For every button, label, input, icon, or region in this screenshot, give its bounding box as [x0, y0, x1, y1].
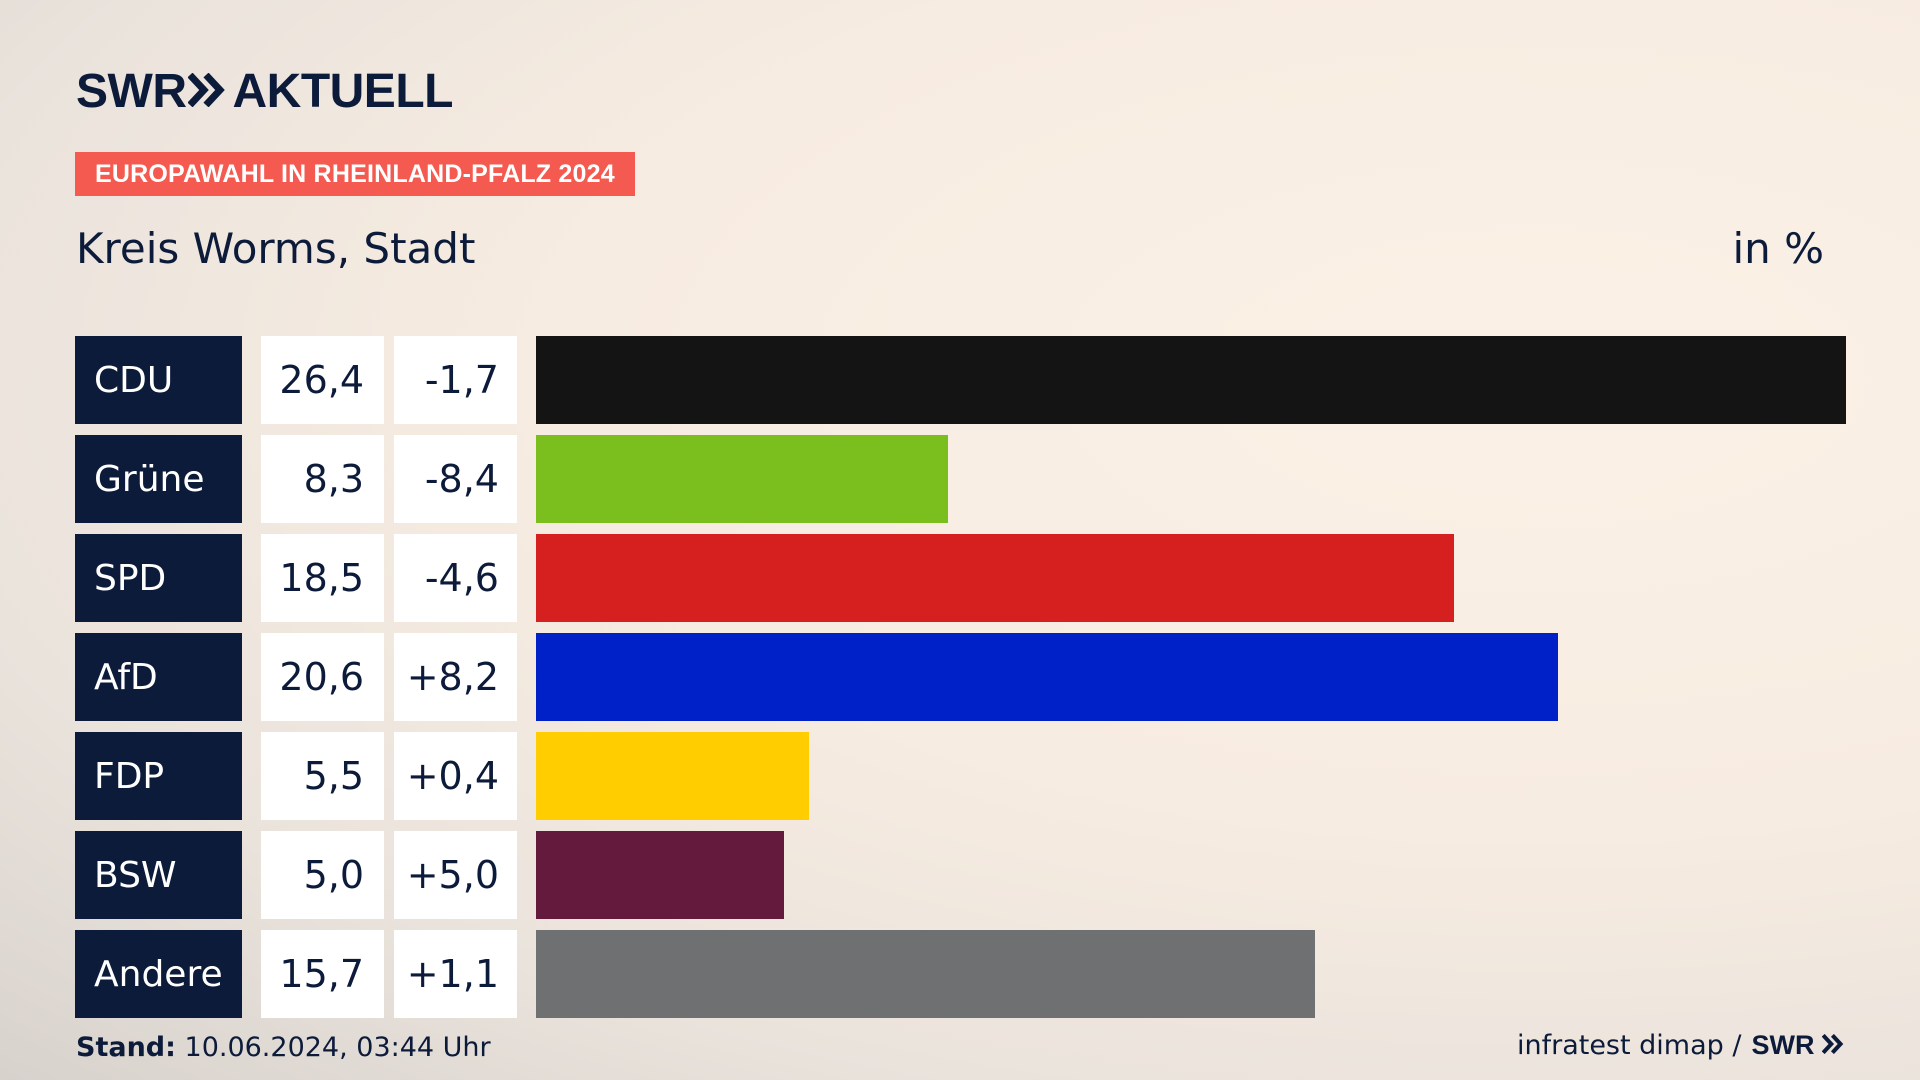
- result-bar: [536, 435, 948, 523]
- vote-share-label: 15,7: [261, 930, 384, 1018]
- party-label: SPD: [75, 534, 242, 622]
- party-label: Grüne: [75, 435, 242, 523]
- bar-track: [536, 930, 1846, 1018]
- double-chevron-icon: [187, 64, 226, 119]
- footer-logo-text: SWR: [1751, 1030, 1815, 1060]
- result-row: Andere 15,7 +1,1: [75, 930, 1847, 1018]
- bar-track: [536, 831, 1846, 919]
- vote-share-label: 8,3: [261, 435, 384, 523]
- stand-label: Stand:: [76, 1032, 176, 1063]
- change-label: -1,7: [394, 336, 517, 424]
- result-row: BSW 5,0 +5,0: [75, 831, 1847, 919]
- vote-share-label: 26,4: [261, 336, 384, 424]
- change-label: +0,4: [394, 732, 517, 820]
- source-credit: infratest dimap / SWR: [1517, 1030, 1844, 1061]
- bar-track: [536, 534, 1846, 622]
- result-row: CDU 26,4 -1,7: [75, 336, 1847, 424]
- party-label: AfD: [75, 633, 242, 721]
- region-title: Kreis Worms, Stadt: [76, 224, 476, 273]
- source-text: infratest dimap /: [1516, 1030, 1742, 1061]
- timestamp: Stand: 10.06.2024, 03:44 Uhr: [76, 1032, 491, 1063]
- party-label: Andere: [75, 930, 242, 1018]
- result-bar: [536, 732, 809, 820]
- footer-chevron-icon: [1821, 1033, 1844, 1055]
- vote-share-label: 18,5: [261, 534, 384, 622]
- party-label: CDU: [75, 336, 242, 424]
- result-bar: [536, 831, 784, 919]
- result-row: FDP 5,5 +0,4: [75, 732, 1847, 820]
- bar-track: [536, 633, 1846, 721]
- logo-swr-text: SWR: [76, 64, 187, 118]
- result-bar: [536, 633, 1558, 721]
- party-label: BSW: [75, 831, 242, 919]
- bar-track: [536, 336, 1846, 424]
- swr-aktuell-logo: SWR AKTUELL: [76, 64, 453, 119]
- party-label: FDP: [75, 732, 242, 820]
- change-label: -4,6: [394, 534, 517, 622]
- change-label: +1,1: [394, 930, 517, 1018]
- result-bar: [536, 930, 1315, 1018]
- bar-track: [536, 435, 1846, 523]
- footer-swr-logo: SWR: [1751, 1030, 1844, 1061]
- vote-share-label: 20,6: [261, 633, 384, 721]
- result-row: Grüne 8,3 -8,4: [75, 435, 1847, 523]
- result-bar: [536, 336, 1846, 424]
- vote-share-label: 5,0: [261, 831, 384, 919]
- change-label: +8,2: [394, 633, 517, 721]
- bar-track: [536, 732, 1846, 820]
- result-row: AfD 20,6 +8,2: [75, 633, 1847, 721]
- result-row: SPD 18,5 -4,6: [75, 534, 1847, 622]
- results-chart: CDU 26,4 -1,7 Grüne 8,3 -8,4 SPD 18,5 -4,6 AfD 20,…: [75, 336, 1847, 1029]
- vote-share-label: 5,5: [261, 732, 384, 820]
- result-bar: [536, 534, 1454, 622]
- unit-label: in %: [1732, 224, 1824, 273]
- change-label: +5,0: [394, 831, 517, 919]
- change-label: -8,4: [394, 435, 517, 523]
- stand-value: 10.06.2024, 03:44 Uhr: [184, 1032, 491, 1063]
- election-banner: EUROPAWAHL IN RHEINLAND-PFALZ 2024: [75, 152, 635, 196]
- logo-aktuell-text: AKTUELL: [232, 64, 453, 118]
